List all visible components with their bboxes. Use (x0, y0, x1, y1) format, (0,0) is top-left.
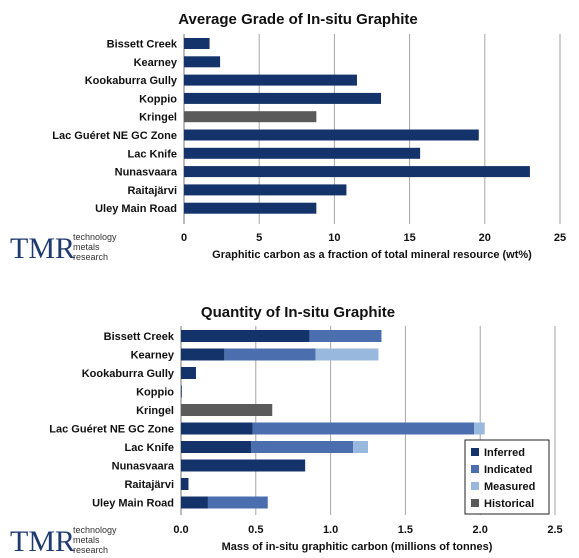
bar (184, 129, 479, 141)
bar (184, 56, 221, 68)
x-tick-label: 2.0 (473, 524, 488, 536)
category-label: Uley Main Road (92, 498, 174, 510)
bar-segment-measured (315, 348, 379, 361)
bar-segment-inferred (181, 459, 306, 472)
quantity-chart-x-axis-label: Mass of in-situ graphitic carbon (millio… (222, 541, 493, 553)
legend-swatch (471, 465, 479, 473)
x-tick-label: 5 (256, 232, 262, 244)
category-label: Lac Guéret NE GC Zone (52, 130, 177, 142)
bar-segment-historical (181, 404, 273, 416)
legend-swatch (471, 448, 479, 456)
x-tick-label: 1.0 (323, 524, 338, 536)
quantity-chart-category-labels: Bissett Creek Kearney Kookaburra Gully Kopp… (49, 331, 175, 510)
legend-entry: Indicated (484, 464, 532, 476)
bar-segment-indicated (252, 422, 475, 435)
bar-segment-inferred (181, 478, 189, 490)
category-label: Koppio (139, 93, 177, 105)
bar-segment-inferred (181, 496, 208, 509)
bar (184, 74, 357, 86)
category-label: Kookaburra Gully (85, 75, 178, 87)
tmr-logo-bottom: TMR technology metals research (10, 525, 117, 558)
category-label: Lac Guéret NE GC Zone (49, 424, 174, 436)
grade-chart-x-axis-label: Graphitic carbon as a fraction of total … (212, 249, 532, 261)
category-label: Lac Knife (127, 148, 177, 160)
category-label: Nunasvaara (112, 461, 175, 473)
grade-chart-category-labels: Bissett Creek Kearney Kookaburra Gully Kopp… (52, 39, 178, 216)
category-label: Raitajärvi (127, 185, 177, 197)
x-tick-label: 10 (328, 232, 340, 244)
bar-segment-measured (474, 422, 485, 435)
logo-line-3: research (73, 545, 108, 555)
bar-segment-indicated (224, 348, 316, 361)
category-label: Kearney (134, 57, 178, 69)
x-tick-label: 2.5 (547, 524, 562, 536)
bar-segment-inferred (181, 385, 182, 398)
quantity-chart-title: Quantity of In-situ Graphite (201, 304, 395, 321)
bar-segment-indicated (309, 330, 382, 342)
grade-chart-bars (184, 38, 530, 214)
x-tick-label: 0.0 (173, 524, 188, 536)
x-tick-label: 1.5 (398, 524, 413, 536)
bar (184, 147, 421, 159)
category-label: Nunasvaara (115, 167, 178, 179)
category-label: Kookaburra Gully (82, 368, 175, 380)
category-label: Kearney (131, 350, 175, 362)
bar-segment-inferred (181, 330, 310, 342)
category-label: Raitajärvi (124, 479, 174, 491)
bar-segment-measured (353, 441, 368, 453)
category-label: Uley Main Road (95, 203, 177, 215)
category-label: Koppio (136, 387, 174, 399)
logo-line-1: technology (73, 232, 117, 242)
grade-chart-title: Average Grade of In-situ Graphite (178, 11, 418, 28)
category-label: Bissett Creek (107, 39, 178, 51)
category-label: Kringel (139, 112, 177, 124)
bar-segment-inferred (181, 441, 252, 453)
tmr-logo-top: TMR technology metals research (10, 232, 117, 265)
logo-line-3: research (73, 252, 108, 262)
quantity-chart-legend: Inferred Indicated Measured Historical (464, 439, 550, 515)
bar (184, 92, 382, 104)
category-label: Kringel (136, 405, 174, 417)
category-label: Lac Knife (124, 442, 174, 454)
quantity-chart: Quantity of In-situ Graphite Bissett Cre… (49, 304, 562, 553)
bar-segment-inferred (181, 348, 225, 361)
grade-chart: Average Grade of In-situ Graphite Bisset… (52, 11, 566, 261)
legend-entry: Inferred (484, 447, 525, 459)
bar (184, 38, 210, 49)
x-tick-label: 0.5 (248, 524, 263, 536)
bar-segment-indicated (251, 441, 354, 453)
logo-mark: TMR (10, 525, 75, 558)
quantity-chart-bars (181, 330, 485, 509)
x-tick-label: 25 (554, 232, 566, 244)
bar (184, 111, 317, 123)
logo-line-2: metals (73, 242, 100, 252)
x-tick-label: 20 (479, 232, 491, 244)
bar-segment-indicated (207, 496, 268, 509)
bar (184, 184, 347, 196)
category-label: Bissett Creek (104, 331, 175, 343)
legend-entry: Historical (484, 498, 534, 510)
legend-swatch (471, 499, 479, 507)
logo-line-1: technology (73, 525, 117, 535)
x-tick-label: 0 (181, 232, 187, 244)
bar-segment-inferred (181, 422, 253, 435)
legend-entry: Measured (484, 481, 535, 493)
x-tick-label: 15 (403, 232, 415, 244)
grade-chart-grid (183, 34, 561, 224)
legend-swatch (471, 482, 479, 490)
bar (184, 202, 317, 214)
bar (184, 166, 530, 178)
bar-segment-inferred (181, 367, 196, 379)
logo-line-2: metals (73, 535, 100, 545)
grade-chart-tick-labels: 0 5 10 15 20 25 (181, 232, 566, 244)
logo-mark: TMR (10, 232, 75, 265)
quantity-chart-tick-labels: 0.0 0.5 1.0 1.5 2.0 2.5 (173, 524, 562, 536)
